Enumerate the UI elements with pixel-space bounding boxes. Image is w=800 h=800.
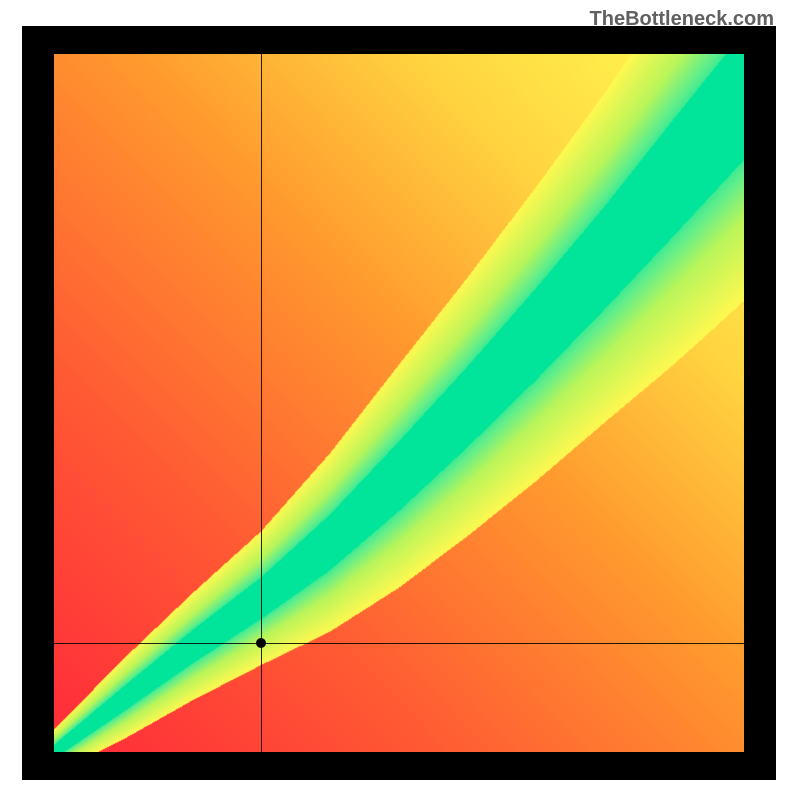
heatmap-canvas: [54, 54, 744, 752]
plot-area: [54, 54, 744, 752]
chart-frame: [22, 26, 776, 780]
watermark-text: TheBottleneck.com: [590, 8, 774, 31]
marker-dot: [256, 638, 266, 648]
crosshair-horizontal: [54, 643, 744, 644]
